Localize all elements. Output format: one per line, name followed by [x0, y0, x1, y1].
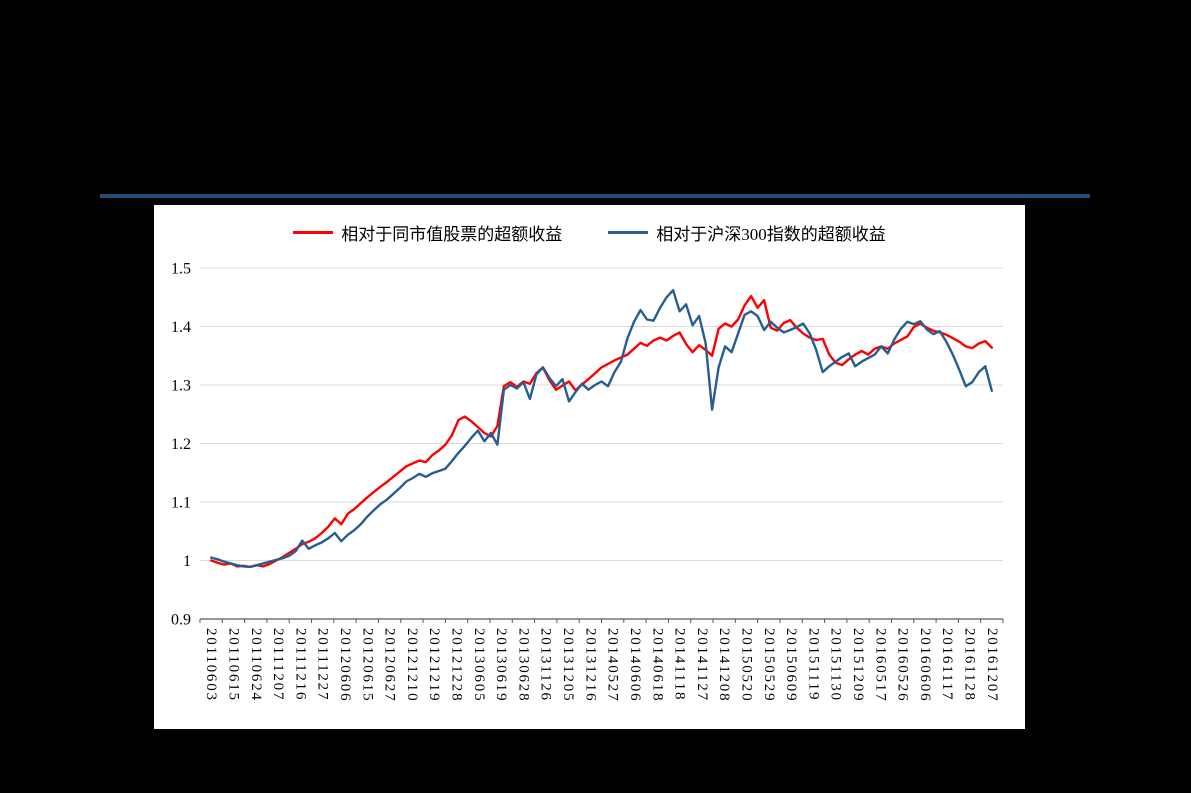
x-tick-label: 20120606 — [337, 628, 353, 702]
x-tick-label: 20161207 — [984, 628, 1000, 702]
x-tick-label: 20111207 — [270, 628, 286, 701]
x-tick-label: 20141208 — [716, 628, 732, 702]
x-tick-label: 20141118 — [672, 628, 688, 701]
header-divider-line — [100, 194, 1090, 198]
y-axis-labels: 1.5 1.4 1.3 1.2 1.1 1 0.9 — [171, 261, 191, 629]
legend-label-hs300: 相对于沪深300指数的超额收益 — [656, 225, 886, 244]
legend-line-sample-red — [293, 231, 334, 234]
x-tick-label: 20111216 — [292, 628, 308, 701]
gridlines — [200, 267, 1003, 561]
x-tick-label: 20121219 — [426, 628, 442, 702]
chart-panel: 相对于同市值股票的超额收益 相对于沪深300指数的超额收益 1.5 1.4 1.3 1… — [154, 205, 1025, 729]
legend-item-hs300: 相对于沪深300指数的超额收益 — [608, 220, 886, 245]
y-tick-label: 1.2 — [171, 436, 191, 453]
x-axis — [199, 618, 1004, 623]
x-tick-label: 20161117 — [939, 628, 955, 701]
x-tick-label: 20151119 — [805, 628, 821, 701]
x-tick-label: 20151130 — [828, 628, 844, 702]
y-tick-label: 0.9 — [171, 612, 191, 629]
x-tick-label: 20110603 — [203, 628, 219, 702]
x-tick-label: 20150529 — [761, 628, 777, 702]
x-tick-label: 20160526 — [895, 628, 911, 702]
y-tick-label: 1.1 — [171, 495, 191, 512]
x-tick-label: 20120615 — [359, 628, 375, 702]
x-tick-label: 20111227 — [315, 628, 331, 701]
x-tick-label: 20110615 — [225, 628, 241, 702]
x-tick-label: 20120627 — [382, 628, 398, 702]
x-tick-label: 20141127 — [694, 628, 710, 702]
x-tick-label: 20151209 — [850, 628, 866, 702]
x-tick-label: 20150520 — [738, 628, 754, 702]
x-tick-label: 20121228 — [449, 628, 465, 702]
chart-legend: 相对于同市值股票的超额收益 相对于沪深300指数的超额收益 — [154, 220, 1025, 245]
y-tick-label: 1.5 — [171, 261, 191, 278]
series-line-0 — [210, 294, 993, 569]
x-tick-label: 20130619 — [493, 628, 509, 702]
x-tick-label: 20110624 — [248, 628, 264, 702]
x-axis-labels: 20110603 20110615 20110624 20111207 20111216… — [203, 628, 1000, 702]
x-tick-label: 20140606 — [627, 628, 643, 702]
x-tick-label: 20131216 — [582, 628, 598, 702]
legend-item-same-market-cap: 相对于同市值股票的超额收益 — [293, 220, 562, 245]
x-tick-label: 20160606 — [917, 628, 933, 702]
y-tick-label: 1.3 — [171, 378, 191, 395]
x-tick-label: 20131205 — [560, 628, 576, 702]
x-tick-label: 20121210 — [404, 628, 420, 702]
x-tick-label: 20140527 — [605, 628, 621, 702]
x-tick-label: 20131126 — [538, 628, 554, 702]
legend-line-sample-blue — [608, 231, 649, 234]
legend-label-same-market-cap: 相对于同市值股票的超额收益 — [341, 225, 563, 244]
x-tick-label: 20130605 — [471, 628, 487, 702]
x-tick-label: 20130628 — [515, 628, 531, 702]
y-tick-label: 1.4 — [171, 319, 191, 336]
x-tick-label: 20161128 — [962, 628, 978, 702]
x-tick-label: 20140618 — [649, 628, 665, 702]
y-tick-label: 1 — [183, 553, 191, 570]
series-line-1 — [210, 288, 993, 569]
x-tick-label: 20150609 — [783, 628, 799, 702]
x-tick-label: 20160517 — [872, 628, 888, 702]
